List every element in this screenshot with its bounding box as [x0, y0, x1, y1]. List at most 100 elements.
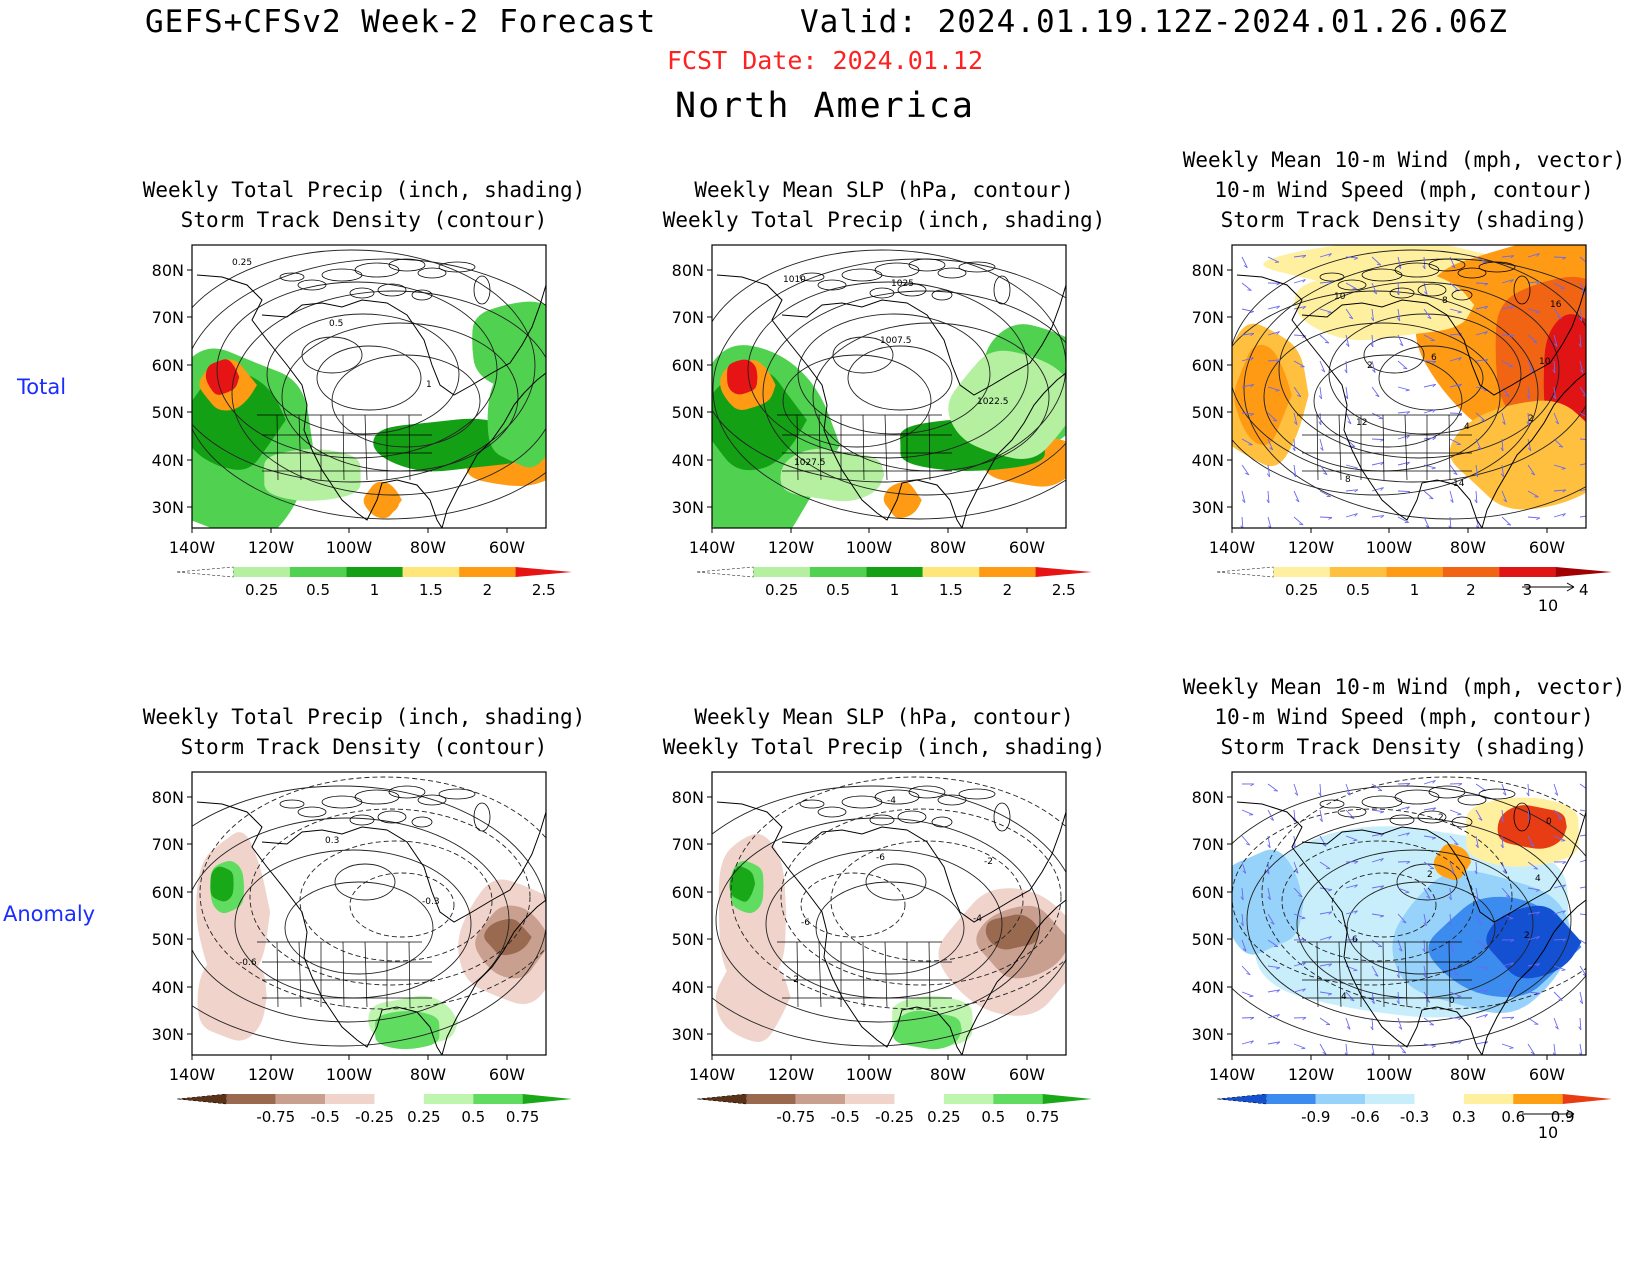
lat-tick-label: 60N [672, 356, 704, 375]
contour-line [231, 290, 546, 496]
contour-line [299, 840, 493, 962]
colorbar-swatch [1042, 1094, 1092, 1104]
colorbar-swatch [795, 1094, 846, 1104]
contour-line [730, 776, 1066, 1010]
lon-tick-label: 140W [1209, 1065, 1256, 1084]
colorbar-label: -0.3 [1400, 1108, 1429, 1126]
colorbar-swatch [176, 1093, 227, 1105]
colorbar-swatch [423, 1094, 474, 1104]
lon-tick-label: 120W [768, 1065, 815, 1084]
colorbar-label: 1.5 [419, 581, 443, 599]
island-outline [1451, 289, 1473, 301]
contour-line [782, 354, 932, 448]
island-outline [349, 287, 375, 299]
lon-tick-label: 100W [326, 538, 373, 557]
contour-line [712, 785, 1066, 1047]
coastline [196, 274, 546, 528]
state-boundaries [777, 414, 952, 481]
lat-tick-label: 80N [1192, 261, 1224, 280]
island-outline [411, 289, 433, 301]
map-area: 2 2 4 2 4 6 0 0 80N 70N 60N 50N 40N 30N 140W 120W 100W 80… [1192, 771, 1612, 1142]
colorbar-label: 2.5 [532, 581, 556, 599]
contour-label: 2 [1367, 361, 1373, 371]
lon-tick-label: 80W [1450, 538, 1486, 557]
colorbar-label: -0.75 [256, 1108, 295, 1126]
lon-tick-label: 100W [846, 538, 893, 557]
vector-key-label: 10 [1538, 596, 1558, 615]
coastline [196, 801, 546, 1055]
shading-region [715, 951, 791, 1043]
lon-tick-label: 140W [689, 1065, 736, 1084]
map-area: 0.25 0.5 1 80N 70N 60N 50N 40N 30N 140W 120W 100W 80… [152, 244, 572, 599]
colorbar-swatch [1266, 1094, 1316, 1104]
shading-region [896, 496, 919, 514]
contour-label: 2 [1427, 870, 1433, 880]
lon-tick-label: 60W [1009, 1065, 1045, 1084]
colorbar-swatch [1273, 567, 1330, 577]
shading-region [948, 350, 1066, 460]
colorbar-label: -0.5 [310, 1108, 339, 1126]
contour-line [1378, 345, 1484, 411]
colorbar-swatch [1035, 567, 1092, 577]
contour-label: -0.6 [239, 958, 257, 968]
island-outline [1428, 785, 1466, 799]
lat-tick-label: 60N [152, 883, 184, 902]
island-outline [279, 799, 305, 809]
colorbar-swatch [1386, 567, 1443, 577]
contour-line [712, 249, 1066, 483]
colorbar-swatch [522, 1094, 572, 1104]
island-outline [1389, 814, 1415, 826]
colorbar-swatch [289, 567, 347, 577]
contour-label: 14 [1453, 479, 1465, 489]
island-outline [417, 794, 447, 806]
vector-key: 10 [1522, 582, 1575, 615]
island-outline [1417, 810, 1447, 824]
lat-tick-label: 30N [672, 1025, 704, 1044]
state-boundaries [777, 941, 952, 1008]
contour-label: 1027.5 [794, 458, 826, 468]
contour-label: 1007.5 [880, 336, 912, 346]
shading-region [1449, 400, 1586, 510]
contour-label: 8 [1442, 296, 1448, 306]
island-outline [993, 275, 1011, 305]
vector-key-label: 10 [1538, 1123, 1558, 1142]
contour-line [865, 863, 927, 901]
contour-line [301, 336, 363, 374]
state-boundaries [257, 941, 432, 1008]
lat-tick-label: 60N [672, 883, 704, 902]
lon-tick-label: 80W [930, 538, 966, 557]
contour-label: 8 [1345, 475, 1351, 485]
island-outline [1428, 258, 1466, 272]
contour-line [1363, 336, 1425, 374]
panel-title-line: 10-m Wind Speed (mph, contour) [1214, 705, 1594, 729]
wind-vectors [1240, 253, 1586, 528]
panel-title-line: Weekly Mean SLP (hPa, contour) [694, 178, 1074, 202]
contour-label: -2 [790, 975, 799, 985]
lat-tick-label: 70N [152, 308, 184, 327]
shading-region [472, 301, 546, 389]
region-title: North America [675, 86, 975, 126]
shading-region [210, 866, 234, 902]
colorbar-label: 0.3 [1452, 1108, 1476, 1126]
coastline [716, 274, 1066, 528]
island-outline [1457, 267, 1487, 279]
lat-tick-label: 60N [152, 356, 184, 375]
contour-line [1232, 808, 1513, 986]
contour-label: 4 [1464, 422, 1470, 432]
state-boundaries [257, 414, 432, 481]
lat-tick-label: 70N [672, 835, 704, 854]
island-outline [1451, 816, 1473, 828]
lat-tick-label: 50N [152, 930, 184, 949]
colorbar-label: 2 [1003, 581, 1013, 599]
island-outline [897, 810, 927, 824]
coastline-north [781, 284, 1066, 396]
colorbar-label: 0.5 [306, 581, 330, 599]
lon-tick-label: 140W [1209, 538, 1256, 557]
shading-region [780, 448, 885, 502]
shading-region [264, 449, 361, 501]
colorbar-swatch [459, 567, 516, 577]
contour-line [199, 776, 546, 1010]
lon-tick-label: 60W [1529, 1065, 1565, 1084]
colorbar-swatch [1442, 567, 1500, 577]
